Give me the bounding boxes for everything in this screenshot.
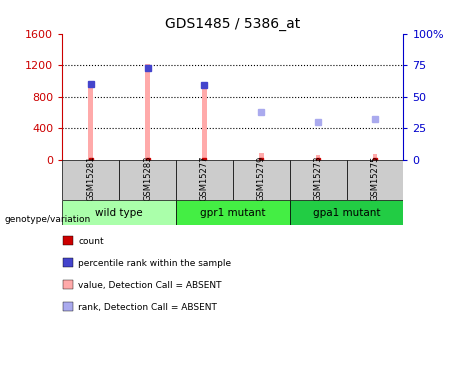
Bar — [176, 200, 290, 225]
Text: value, Detection Call = ABSENT: value, Detection Call = ABSENT — [78, 281, 222, 290]
Bar — [316, 155, 320, 160]
Bar — [347, 160, 403, 200]
Bar — [145, 64, 150, 160]
Text: GSM15281: GSM15281 — [86, 155, 95, 201]
Bar — [64, 280, 72, 289]
Bar — [259, 153, 264, 160]
Text: percentile rank within the sample: percentile rank within the sample — [78, 259, 231, 268]
Bar — [64, 302, 72, 310]
Bar — [119, 160, 176, 200]
Bar — [62, 160, 119, 200]
Text: gpr1 mutant: gpr1 mutant — [200, 208, 266, 218]
Text: genotype/variation: genotype/variation — [5, 215, 91, 224]
Text: GSM15279: GSM15279 — [257, 155, 266, 201]
Bar — [202, 84, 207, 160]
Bar — [62, 200, 176, 225]
Text: gpa1 mutant: gpa1 mutant — [313, 208, 380, 218]
Bar — [89, 85, 93, 160]
Bar — [290, 200, 403, 225]
Bar — [64, 236, 72, 245]
Text: wild type: wild type — [95, 208, 143, 218]
Title: GDS1485 / 5386_at: GDS1485 / 5386_at — [165, 17, 301, 32]
Text: GSM15275: GSM15275 — [371, 155, 379, 201]
Bar — [372, 154, 377, 160]
Bar — [233, 160, 290, 200]
Bar — [290, 160, 347, 200]
Text: count: count — [78, 237, 104, 246]
Bar — [64, 258, 72, 267]
Bar — [176, 160, 233, 200]
Text: GSM15283: GSM15283 — [143, 155, 152, 201]
Text: GSM15277: GSM15277 — [200, 155, 209, 201]
Text: GSM15273: GSM15273 — [313, 155, 323, 201]
Text: rank, Detection Call = ABSENT: rank, Detection Call = ABSENT — [78, 303, 217, 312]
